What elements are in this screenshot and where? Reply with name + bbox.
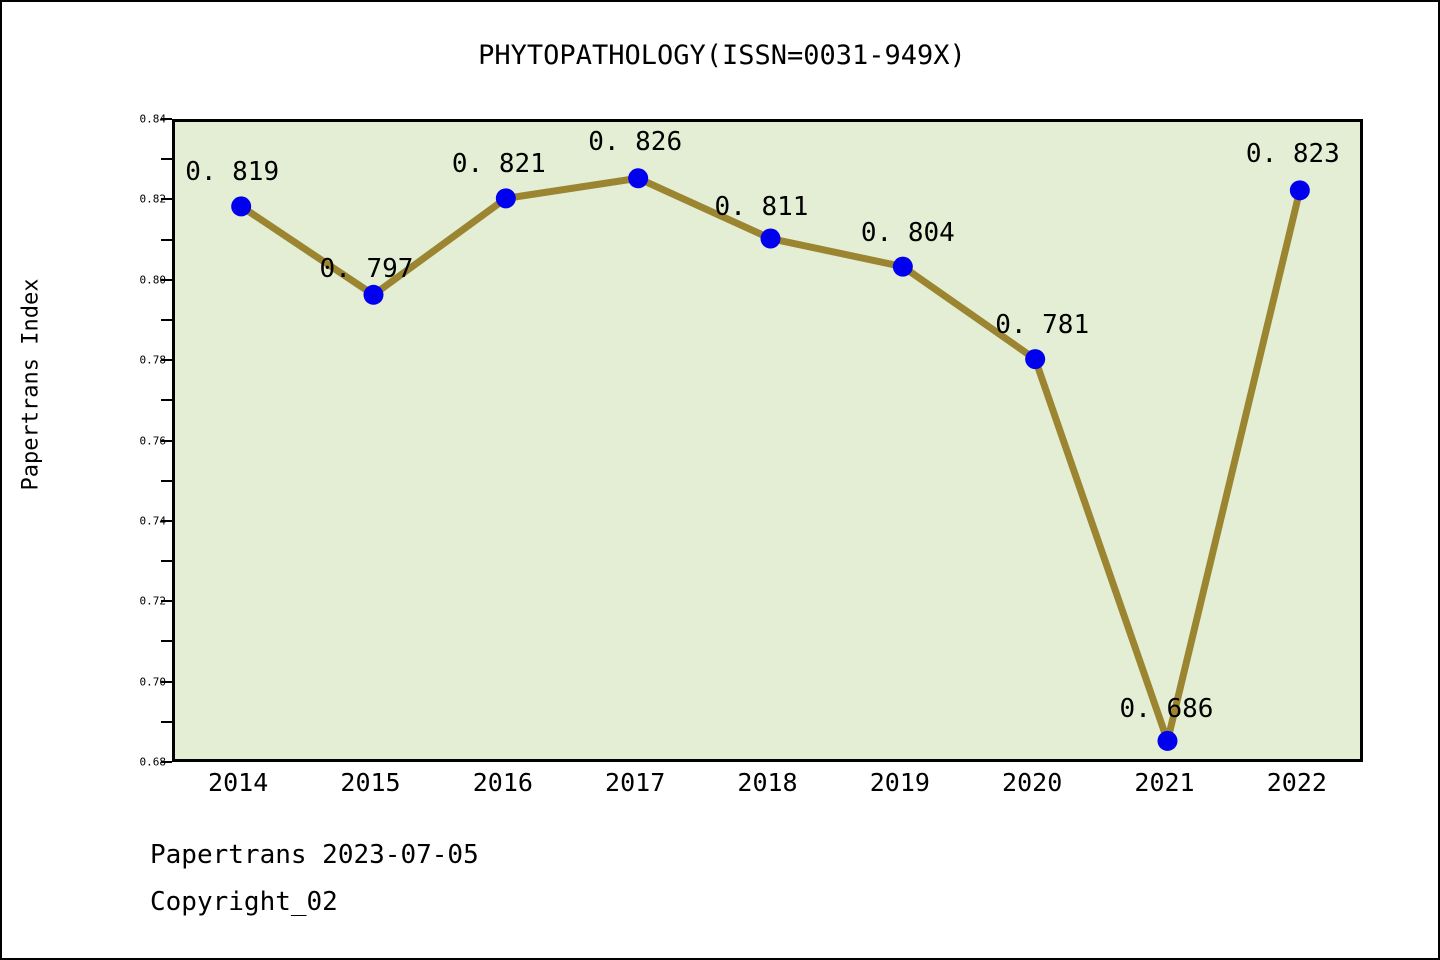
y-axis-tick-mark [161,680,172,683]
y-axis-tick-label: 0.72 [139,594,167,608]
y-axis-tick-label: 0.68 [139,755,167,769]
y-axis-tick-label: 0.82 [139,192,167,206]
series-marker [1025,349,1046,370]
data-point-label: 0. 819 [185,157,280,188]
series-marker [1157,730,1178,751]
y-axis-tick-label: 0.76 [139,434,167,447]
y-axis-tick-mark [161,118,172,120]
data-point-label: 0. 826 [588,127,683,158]
data-point-label: 0. 811 [714,191,809,222]
y-axis-minor-tick-mark [161,158,172,161]
x-axis-tick-label: 2015 [340,768,401,797]
series-marker [231,196,252,217]
footer-date: Papertrans 2023-07-05 [150,840,479,870]
y-axis-tick-label: 0.78 [139,353,167,367]
x-axis-tick-label: 2020 [1002,768,1063,797]
y-axis-tick-mark [161,761,172,763]
y-axis-tick-mark [161,198,172,201]
data-point-label: 0. 686 [1119,693,1214,724]
y-axis-tick-label: 0.70 [139,675,167,689]
y-axis-tick-label: 0.84 [139,112,167,126]
y-axis-minor-tick-mark [161,720,172,723]
series-marker [760,228,781,249]
series-marker [363,284,384,305]
x-axis-tick-label: 2016 [472,768,533,797]
data-point-label: 0. 823 [1245,139,1340,170]
data-point-label: 0. 804 [860,217,955,248]
y-axis-minor-tick-mark [161,560,172,563]
y-axis-tick-label: 0.80 [139,273,167,287]
series-marker [1289,180,1310,201]
plot-series-svg [231,168,1310,751]
plot-area [172,119,1363,762]
data-point-label: 0. 781 [995,310,1090,341]
x-axis-tick-label: 2014 [208,768,269,797]
y-axis-tick-mark [161,519,172,522]
x-axis-tick-label: 2022 [1266,768,1327,797]
y-axis-tick-mark [161,600,172,603]
series-marker [892,256,913,277]
y-axis-minor-tick-mark [161,640,172,643]
y-axis-tick-mark [161,359,172,362]
x-axis-tick-label: 2019 [869,768,930,797]
series-marker [628,168,649,189]
footer-copyright: Copyright_02 [150,887,338,917]
series-marker [495,188,516,209]
y-axis-minor-tick-mark [161,318,172,321]
x-axis-tick-label: 2018 [737,768,798,797]
y-axis-minor-tick-mark [161,238,172,241]
data-point-label: 0. 797 [319,253,414,284]
x-axis-tick-label: 2021 [1134,768,1195,797]
data-point-label: 0. 821 [451,149,546,180]
chart-title: PHYTOPATHOLOGY(ISSN=0031-949X) [478,40,966,71]
x-axis-tick-label: 2017 [605,768,666,797]
y-axis-tick-label: 0.74 [139,514,167,528]
y-axis-tick-mark [161,278,172,281]
y-axis-title: Papertrans Index [18,278,44,491]
y-axis-tick-mark [161,439,172,442]
series-marker-group [231,168,1310,751]
y-axis-minor-tick-mark [161,399,172,402]
y-axis-minor-tick-mark [161,479,172,482]
